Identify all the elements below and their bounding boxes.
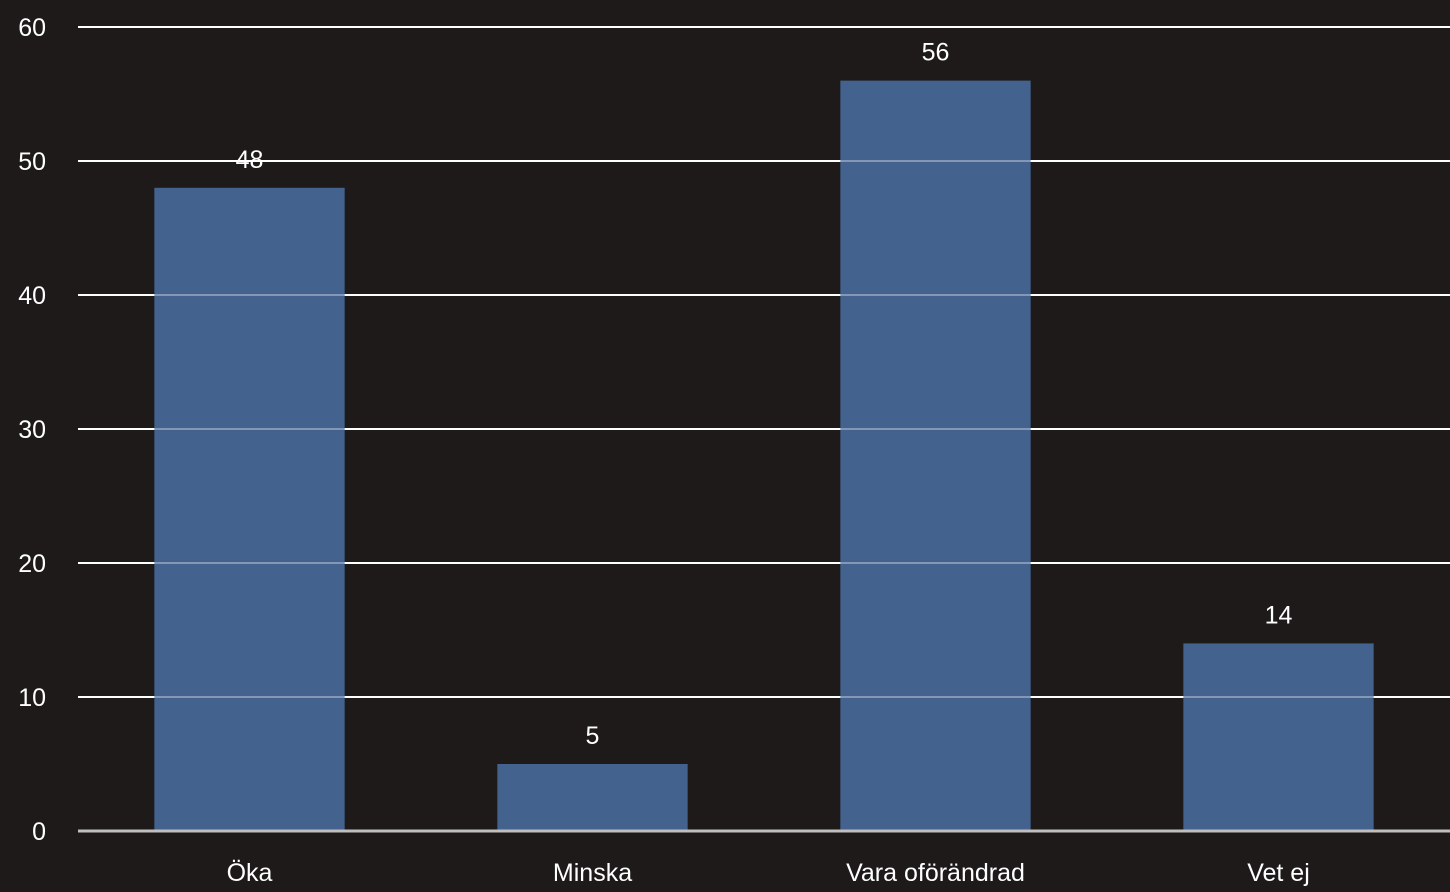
bar: [497, 764, 688, 831]
y-tick-label: 0: [32, 818, 46, 846]
y-tick-label: 20: [18, 550, 46, 578]
x-tick-label: Vet ej: [1247, 859, 1310, 887]
data-labels: 48 5 56 14: [236, 39, 1293, 750]
y-tick-label: 40: [18, 282, 46, 310]
y-tick-labels: 0 10 20 30 40 50 60: [18, 14, 46, 846]
y-tick-label: 60: [18, 14, 46, 42]
data-label: 56: [922, 39, 950, 67]
bars: [78, 26, 1450, 832]
data-label: 14: [1265, 601, 1293, 629]
data-label: 5: [586, 722, 600, 750]
bar: [154, 187, 345, 832]
x-tick-label: Öka: [227, 859, 273, 887]
bar: [840, 80, 1031, 832]
bar: [1183, 643, 1374, 831]
y-tick-label: 30: [18, 416, 46, 444]
x-tick-label: Vara oförändrad: [846, 859, 1025, 887]
data-label: 48: [236, 146, 264, 174]
x-tick-labels: Öka Minska Vara oförändrad Vet ej: [227, 859, 1310, 887]
y-tick-label: 10: [18, 684, 46, 712]
x-tick-label: Minska: [553, 859, 632, 887]
y-tick-label: 50: [18, 148, 46, 176]
